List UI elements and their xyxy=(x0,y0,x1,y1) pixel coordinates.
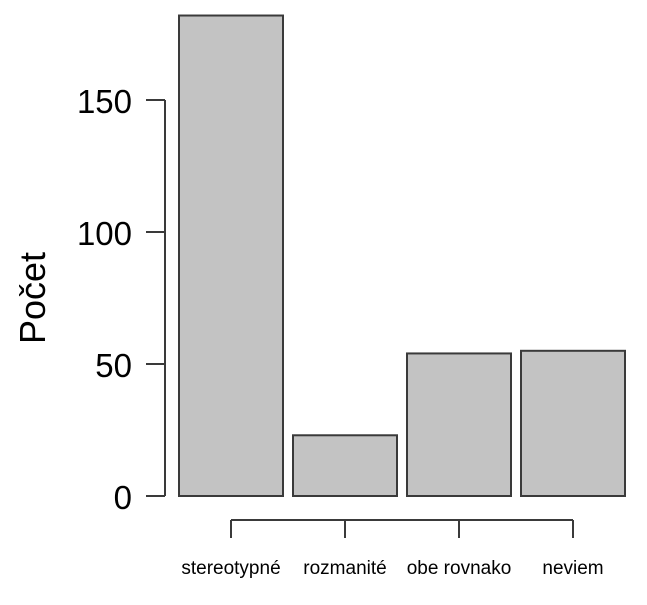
y-tick-label-3: 150 xyxy=(77,83,132,120)
bar-3 xyxy=(520,349,626,497)
x-category-label-3: neviem xyxy=(542,558,603,579)
y-tick-label-0: 0 xyxy=(114,479,132,516)
bar-1 xyxy=(292,434,398,497)
y-axis-title: Počet xyxy=(12,252,53,344)
y-tick-label-1: 50 xyxy=(95,347,132,384)
bar-0 xyxy=(178,14,284,498)
bar-2 xyxy=(406,352,512,497)
y-tick-label-2: 100 xyxy=(77,215,132,252)
x-category-label-1: rozmanité xyxy=(303,558,386,579)
x-category-label-2: obe rovnako xyxy=(407,558,512,579)
x-category-label-0: stereotypné xyxy=(181,558,280,579)
